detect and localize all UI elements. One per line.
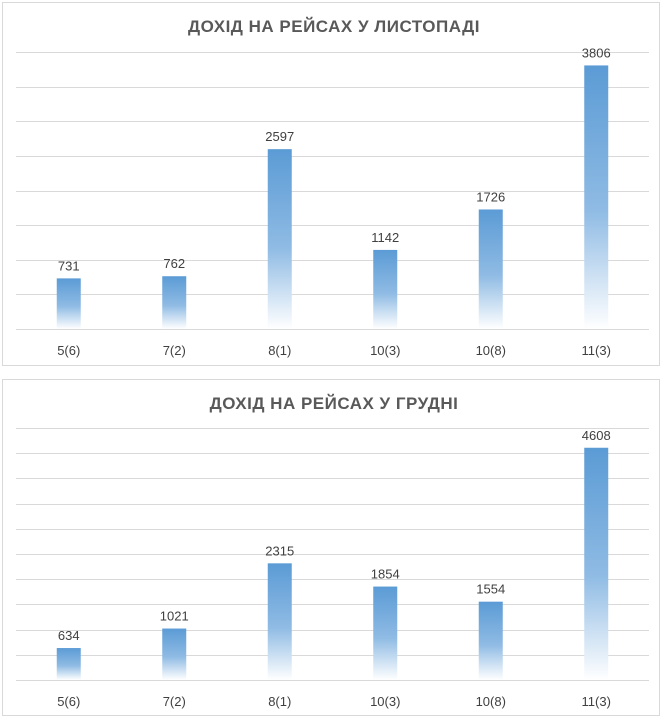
chart-title: ДОХІД НА РЕЙСАХ У ЛИСТОПАДІ [188, 17, 480, 36]
x-tick-label: 7(2) [163, 343, 186, 358]
x-tick-label: 5(6) [57, 694, 80, 709]
x-tick-label: 11(3) [582, 343, 611, 358]
chart-december: ДОХІД НА РЕЙСАХ У ГРУДНІ 634 5(6) 1021 7(2)… [16, 394, 649, 709]
x-tick-label: 8(1) [268, 694, 291, 709]
data-label: 1142 [371, 230, 399, 245]
x-tick-label: 10(3) [370, 343, 400, 358]
data-label: 1854 [371, 567, 400, 582]
chart-title: ДОХІД НА РЕЙСАХ У ГРУДНІ [210, 394, 459, 413]
data-label: 1021 [160, 609, 189, 624]
data-label: 2597 [265, 129, 294, 144]
bar-10(8) [478, 601, 503, 680]
bar-10(8) [478, 209, 503, 329]
data-label: 634 [58, 628, 80, 643]
x-tick-label: 10(3) [370, 694, 400, 709]
bar-7(2) [162, 628, 187, 680]
x-tick-label: 8(1) [268, 343, 291, 358]
bar-8(1) [267, 149, 292, 329]
bar-5(6) [56, 278, 81, 329]
x-tick-label: 5(6) [57, 343, 80, 358]
chart-november: ДОХІД НА РЕЙСАХ У ЛИСТОПАДІ 731 5(6) 762 7(… [16, 17, 649, 358]
x-tick-label: 10(8) [476, 694, 506, 709]
data-label: 1554 [476, 582, 505, 597]
x-tick-label: 10(8) [476, 343, 506, 358]
bar-10(3) [373, 249, 398, 329]
data-label: 4608 [582, 428, 611, 443]
data-label: 762 [163, 256, 185, 271]
data-label: 3806 [582, 45, 611, 60]
chart-panel-november: ДОХІД НА РЕЙСАХ У ЛИСТОПАДІ 731 5(6) 762 7(… [2, 2, 660, 366]
data-label: 731 [58, 258, 80, 273]
data-label: 1726 [476, 189, 505, 204]
bar-10(3) [373, 586, 398, 680]
bar-7(2) [162, 276, 187, 329]
chart-panel-december: ДОХІД НА РЕЙСАХ У ГРУДНІ 634 5(6) 1021 7(2)… [2, 379, 660, 716]
bar-5(6) [56, 648, 81, 680]
bar-11(3) [584, 65, 609, 329]
bar-8(1) [267, 563, 292, 680]
x-tick-label: 7(2) [163, 694, 186, 709]
x-tick-label: 11(3) [582, 694, 611, 709]
data-label: 2315 [265, 543, 294, 558]
bar-11(3) [584, 447, 609, 680]
